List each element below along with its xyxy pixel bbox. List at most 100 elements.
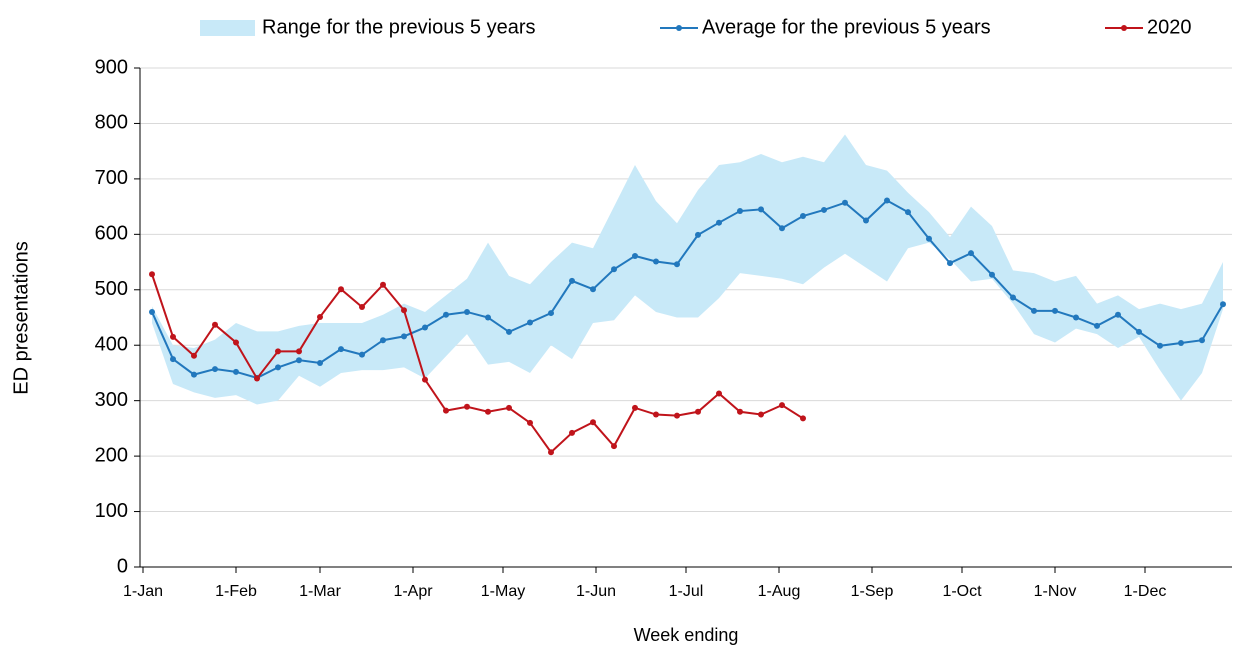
x-tick-label: 1-Jan (123, 583, 163, 600)
point (443, 407, 449, 414)
point (632, 404, 638, 411)
point (548, 310, 554, 317)
point (1115, 311, 1121, 318)
point (422, 324, 428, 331)
point (674, 261, 680, 268)
point (233, 368, 239, 375)
x-tick-label: 1-Mar (299, 583, 341, 600)
point (317, 313, 323, 320)
legend-marker (676, 25, 682, 31)
point (758, 206, 764, 213)
point (695, 408, 701, 415)
point (464, 308, 470, 315)
point (1136, 328, 1142, 335)
legend-label: 2020 (1147, 16, 1192, 38)
point (191, 371, 197, 378)
point (590, 419, 596, 426)
point (191, 352, 197, 359)
point (464, 403, 470, 410)
legend-swatch (200, 20, 255, 36)
point (1031, 307, 1037, 314)
point (212, 366, 218, 373)
point (653, 258, 659, 265)
point (170, 333, 176, 340)
point (590, 286, 596, 293)
x-tick-label: 1-Dec (1124, 583, 1167, 600)
x-tick-label: 1-Feb (215, 583, 257, 600)
point (800, 415, 806, 422)
point (1178, 340, 1184, 347)
y-tick-label: 100 (95, 500, 128, 522)
point (1094, 322, 1100, 329)
y-axis-title: ED presentations (10, 241, 32, 394)
y-tick-label: 0 (117, 555, 128, 577)
point (695, 231, 701, 238)
y-tick-label: 900 (95, 56, 128, 78)
x-tick-label: 1-Jun (576, 583, 616, 600)
point (296, 357, 302, 364)
point (338, 286, 344, 293)
point (842, 199, 848, 206)
point (611, 443, 617, 450)
x-tick-label: 1-Apr (393, 583, 433, 600)
point (275, 348, 281, 355)
y-tick-label: 200 (95, 444, 128, 466)
point (506, 328, 512, 335)
y-tick-label: 300 (95, 389, 128, 411)
point (443, 311, 449, 318)
point (485, 314, 491, 321)
y-tick-label: 600 (95, 223, 128, 245)
point (1010, 294, 1016, 301)
y-tick-label: 500 (95, 278, 128, 300)
y-tick-label: 400 (95, 334, 128, 356)
point (779, 225, 785, 232)
point (317, 359, 323, 366)
point (275, 364, 281, 371)
point (506, 404, 512, 411)
point (296, 348, 302, 355)
point (233, 339, 239, 346)
point (653, 411, 659, 418)
point (254, 375, 260, 382)
point (737, 208, 743, 215)
point (905, 209, 911, 216)
series-line (151, 199, 1224, 380)
point (1157, 342, 1163, 349)
y-tick-label: 700 (95, 167, 128, 189)
point (569, 429, 575, 436)
point (149, 271, 155, 278)
x-tick-label: 1-May (481, 583, 525, 600)
point (1220, 301, 1226, 308)
point (422, 376, 428, 383)
x-tick-label: 1-Nov (1034, 583, 1077, 600)
series-line (151, 273, 804, 454)
point (212, 321, 218, 328)
point (548, 449, 554, 456)
point (149, 308, 155, 315)
point (674, 412, 680, 419)
point (485, 408, 491, 415)
point (1052, 307, 1058, 314)
point (401, 333, 407, 340)
point (527, 319, 533, 326)
point (359, 351, 365, 358)
range-band (152, 134, 1223, 405)
point (779, 402, 785, 409)
x-tick-label: 1-Oct (942, 583, 982, 600)
point (800, 213, 806, 220)
point (758, 411, 764, 418)
point (611, 266, 617, 273)
point (926, 235, 932, 242)
point (716, 390, 722, 397)
point (632, 252, 638, 259)
point (884, 197, 890, 204)
point (380, 337, 386, 344)
point (359, 303, 365, 310)
point (947, 260, 953, 267)
point (401, 307, 407, 314)
point (737, 408, 743, 415)
point (863, 217, 869, 224)
point (170, 356, 176, 363)
legend-marker (1121, 25, 1127, 31)
